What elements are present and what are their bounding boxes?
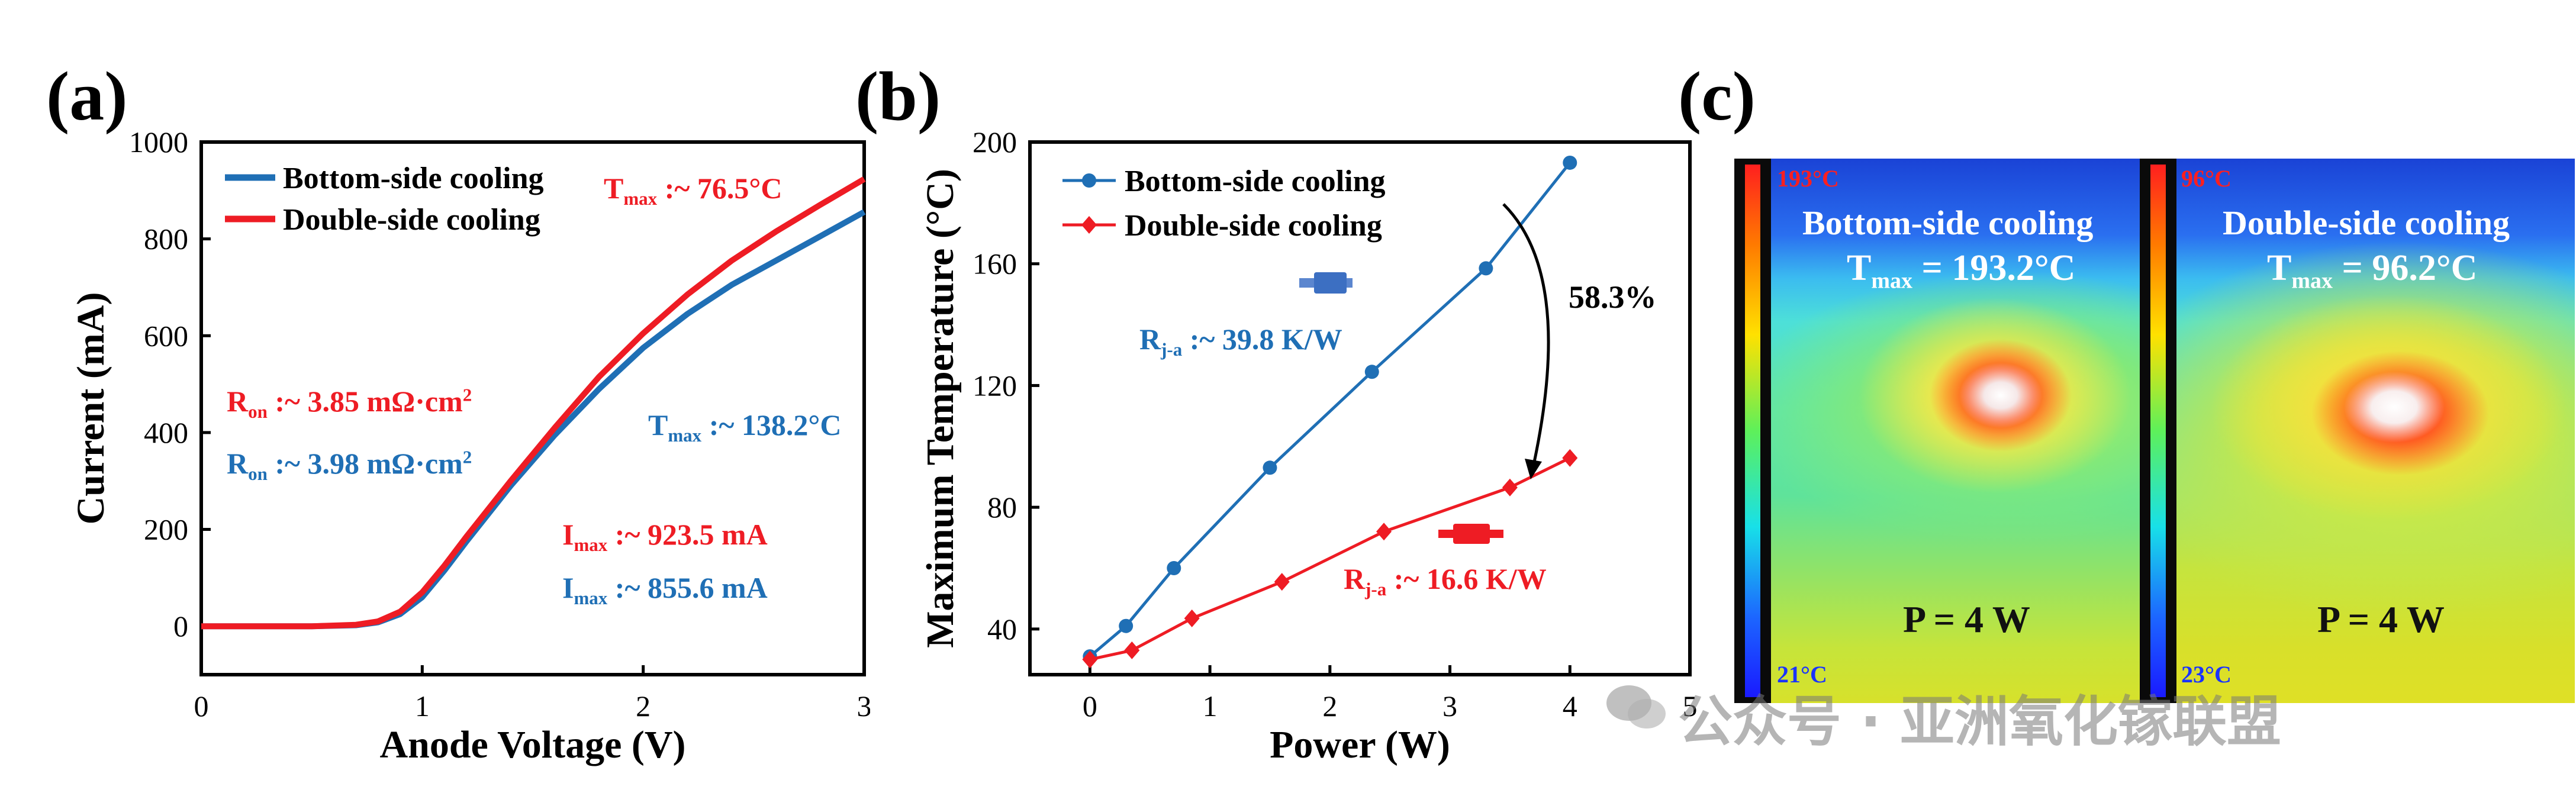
legend-label: Bottom-side cooling [1125,165,1386,198]
data-point [1502,478,1518,497]
thermal-title-bottom: Bottom-side cooling [1802,204,2094,242]
x-axis-label: Power (W) [1270,723,1450,766]
y-tick-label: 40 [987,613,1017,646]
data-point [1364,365,1379,379]
data-point [1263,460,1277,475]
series-line-2 [201,176,866,630]
plot-frame [1028,140,1692,676]
annotation: Rj-a :~ 16.6 K/W [1344,562,1547,600]
x-tick-label: 1 [1203,689,1218,723]
chart-a: 0 1 2 3 0 200 400 600 800 1000 Anode Voltage (V) Cu… [69,125,871,766]
panel-label-b: (b) [855,57,941,135]
colorbar-max-label: 193°C [1777,165,1839,192]
legend-marker [1082,173,1096,188]
data-point [1479,261,1493,276]
x-tick-label: 1 [415,689,430,723]
x-tick-label: 3 [1442,689,1457,723]
y-tick-label: 600 [144,319,188,352]
series-line-2 [1089,456,1571,661]
y-axis-label: Maximum Temperature (°C) [919,169,962,648]
panel-label-c: (c) [1678,57,1756,135]
data-point [1563,155,1577,170]
device-icon-blue [1314,272,1347,294]
arrow-head [1525,459,1542,479]
panel-label-a: (a) [46,57,128,135]
thermal-power-double: P = 4 W [2317,598,2445,640]
annotation: Rj-a :~ 39.8 K/W [1139,323,1342,360]
device-icon-red [1453,524,1490,544]
colorbar-min-label: 21°C [1777,661,1827,688]
plot-frame [199,140,866,676]
colorbar-bottom [1745,165,1760,697]
thermal-map-bottom [1734,159,2175,703]
data-point [1184,609,1200,627]
thermal-tmax-bottom: Tmax = 193.2°C [1847,248,2076,294]
y-tick-label: 160 [973,247,1017,281]
x-axis-label: Anode Voltage (V) [379,723,685,766]
thermal-map-double [2140,159,2575,703]
annotation: Tmax :~ 138.2°C [648,408,841,446]
reduction-arrow [1502,203,1550,468]
colorbar-max-label-2: 96°C [2181,165,2232,192]
x-tick-label: 0 [1083,689,1097,723]
annotation: Imax :~ 923.5 mA [562,518,768,555]
legend-marker [1081,216,1097,234]
y-tick-label: 800 [144,223,188,256]
y-tick-label: 200 [973,125,1017,159]
y-tick-label: 1000 [129,125,188,159]
y-tick-label: 200 [144,513,188,546]
colorbar-double [2150,165,2166,697]
x-tick-label: 3 [857,689,871,723]
thermal-tmax-double: Tmax = 96.2°C [2267,248,2478,294]
thermal-image-double-side: 96°C 23°C Double-side cooling Tmax = 96.… [2140,159,2575,703]
legend-label: Bottom-side cooling [283,162,544,195]
y-tick-label: 80 [987,491,1017,524]
data-point [1376,523,1392,541]
legend-label: Double-side cooling [283,203,540,237]
annotation: Ron :~ 3.85 mΩ·cm2 [227,385,472,423]
annotation: Tmax :~ 76.5°C [604,172,782,209]
x-tick-label: 2 [636,689,651,723]
x-tick-label: 2 [1322,689,1337,723]
x-tick-label: 5 [1683,689,1698,723]
annotation: Imax :~ 855.6 mA [562,571,768,608]
y-axis-label: Current (mA) [69,292,112,525]
data-point [1274,573,1290,591]
data-point [1082,650,1098,669]
x-tick-label: 0 [194,689,209,723]
y-tick-label: 120 [973,369,1017,402]
annotation-percent: 58.3% [1569,279,1657,315]
y-tick-label: 400 [144,416,188,449]
data-point [1562,449,1578,467]
annotation: Ron :~ 3.98 mΩ·cm2 [227,447,472,485]
wechat-icon [1606,685,1666,729]
thermal-title-double: Double-side cooling [2223,204,2510,242]
thermal-power-bottom: P = 4 W [1903,598,2030,640]
chart-b: 0 1 2 3 4 5 40 80 120 160 200 Power (W) Maximum Temp… [919,125,1698,766]
data-point [1124,641,1140,659]
x-tick-label: 4 [1563,689,1577,723]
data-point [1167,561,1181,575]
legend-label: Double-side cooling [1125,209,1382,243]
watermark: 公众号 · 亚洲氧化镓联盟 [1678,690,2282,753]
y-tick-label: 0 [173,610,188,643]
thermal-image-bottom-side: 193°C 21°C Bottom-side cooling Tmax = 19… [1734,159,2175,703]
data-point [1119,618,1134,633]
colorbar-min-label-2: 23°C [2181,661,2232,688]
